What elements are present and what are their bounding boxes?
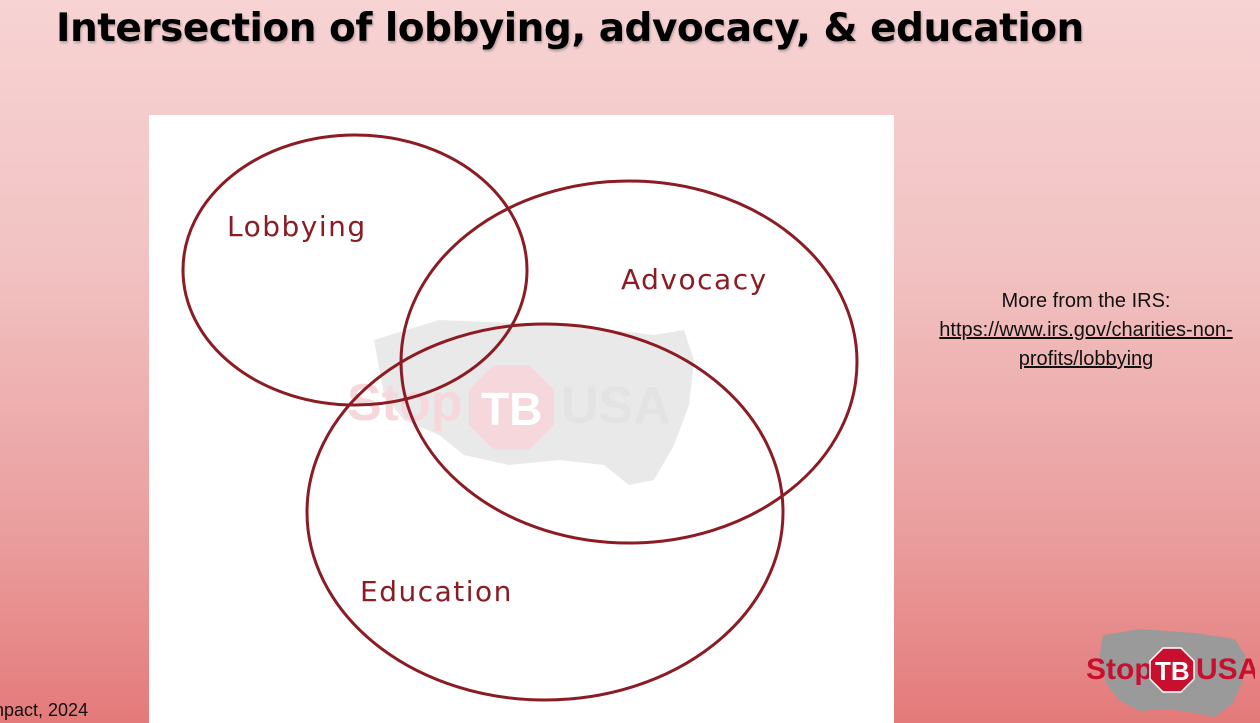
irs-lobbying-link[interactable]: https://www.irs.gov/charities-non-profit… (939, 319, 1233, 370)
slide-title: Intersection of lobbying, advocacy, & ed… (56, 6, 1084, 51)
logo-octagon (1149, 647, 1195, 693)
lobbying-circle (181, 133, 529, 407)
watermark-tb: TB (481, 383, 542, 435)
logo-stop: Stop (1086, 653, 1153, 686)
watermark-octagon (469, 365, 554, 450)
irs-reference: More from the IRS: https://www.irs.gov/c… (905, 287, 1260, 374)
footer-citation: npact, 2024 (0, 700, 89, 720)
watermark-stop: Stop (347, 374, 463, 432)
stoptb-usa-logo: Stop TB USA (1085, 625, 1259, 723)
venn-diagram: Stop TB USA Lobbying Advocacy Education (149, 115, 894, 723)
advocacy-label: Advocacy (621, 263, 768, 296)
watermark-usa: USA (561, 377, 671, 435)
irs-intro-text: More from the IRS: (1001, 290, 1171, 312)
usa-map-shape (374, 320, 694, 485)
logo-tb: TB (1155, 656, 1190, 686)
watermark-logo: Stop TB USA (347, 320, 694, 485)
education-circle (305, 322, 785, 702)
logo-usa: USA (1196, 653, 1255, 686)
lobbying-label: Lobbying (227, 210, 367, 243)
education-label: Education (360, 575, 513, 608)
